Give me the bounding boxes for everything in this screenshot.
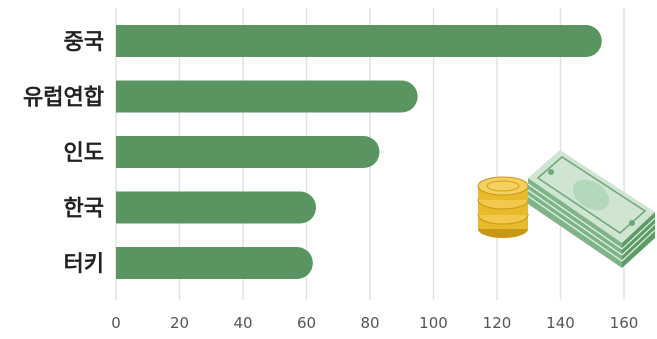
bar — [116, 25, 602, 57]
bar — [116, 191, 317, 224]
x-tick-label: 100 — [419, 314, 448, 332]
category-label: 인도 — [64, 141, 104, 166]
bar — [116, 80, 418, 113]
category-label: 터키 — [64, 252, 104, 277]
x-tick-label: 160 — [610, 314, 639, 332]
x-axis-tick-labels: 0 20 40 60 80 100 120 140 160 — [111, 314, 638, 332]
bar — [116, 247, 313, 279]
category-label: 유럽연합 — [23, 85, 104, 111]
x-tick-label: 60 — [297, 314, 316, 332]
x-tick-label: 20 — [170, 314, 189, 332]
x-tick-label: 0 — [111, 314, 121, 332]
coin-stack-icon — [477, 176, 529, 238]
bar — [116, 136, 380, 168]
bars — [116, 25, 602, 279]
x-tick-label: 40 — [233, 314, 252, 332]
x-tick-label: 120 — [483, 314, 512, 332]
banknote-stack-icon — [527, 150, 656, 268]
money-stack-and-coins-icon — [477, 150, 656, 268]
category-label: 중국 — [64, 30, 104, 55]
category-label: 한국 — [64, 197, 104, 222]
x-tick-label: 80 — [360, 314, 379, 332]
x-tick-label: 140 — [546, 314, 575, 332]
